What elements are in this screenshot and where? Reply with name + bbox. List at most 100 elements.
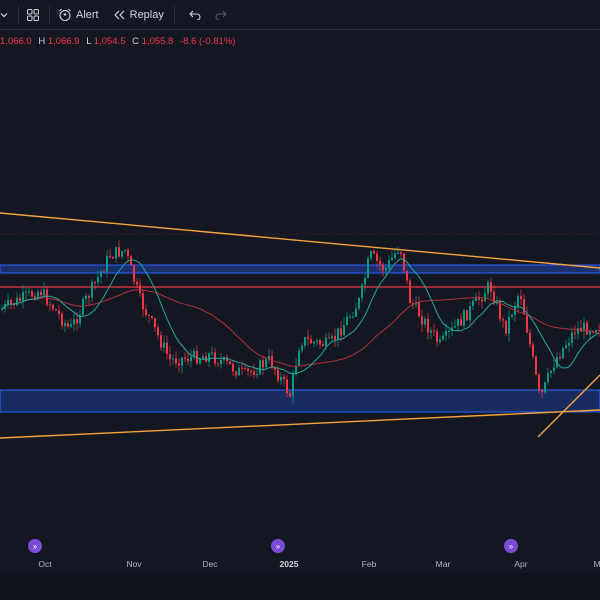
candle-body <box>472 300 474 307</box>
candle-body <box>598 329 600 331</box>
candle-body <box>220 360 222 365</box>
candle-body <box>253 371 255 376</box>
candle-body <box>565 345 567 348</box>
candle-body <box>463 310 465 326</box>
candle-body <box>340 328 342 336</box>
event-marker-icon[interactable]: » <box>28 539 42 553</box>
candle-body <box>241 367 243 369</box>
candle-body <box>202 356 204 359</box>
rising-trendline <box>537 374 600 438</box>
candle-body <box>487 282 489 294</box>
divider <box>18 5 19 24</box>
redo-icon[interactable] <box>215 0 227 30</box>
candle-body <box>64 323 66 326</box>
candle-body <box>250 371 252 373</box>
event-marker-icon[interactable]: » <box>271 539 285 553</box>
time-label: M <box>593 559 600 569</box>
candle-body <box>511 314 513 317</box>
candle-body <box>358 297 360 309</box>
candle-body <box>568 343 570 346</box>
candle-body <box>235 371 237 376</box>
candle-body <box>307 337 309 340</box>
candle-body <box>178 363 180 366</box>
chevron-down-icon[interactable] <box>0 0 10 30</box>
candle-body <box>502 319 504 321</box>
candle-body <box>439 339 441 342</box>
candle-body <box>430 330 432 333</box>
candle-body <box>97 276 99 283</box>
candle-body <box>172 358 174 360</box>
candle-body <box>85 296 87 299</box>
candle-body <box>37 291 39 300</box>
candle-body <box>148 315 150 317</box>
candle-body <box>544 382 546 393</box>
top-toolbar: Alert Replay <box>0 0 600 30</box>
candle-body <box>541 389 543 393</box>
candle-body <box>25 291 27 293</box>
alert-button[interactable]: Alert <box>58 0 99 30</box>
candle-body <box>349 316 351 318</box>
close-value: 1,055.8 <box>141 36 174 47</box>
time-label: 2025 <box>279 559 299 569</box>
event-marker-icon[interactable]: » <box>504 539 518 553</box>
candle-body <box>475 296 477 301</box>
candle-body <box>136 281 138 285</box>
candle-body <box>373 251 375 254</box>
candle-body <box>265 359 267 368</box>
candle-body <box>361 284 363 298</box>
candle-body <box>379 260 381 265</box>
candle-body <box>16 297 18 306</box>
open-value: 1,066.0 <box>0 36 32 47</box>
candle-body <box>166 342 168 354</box>
candle-body <box>88 296 90 298</box>
undo-icon[interactable] <box>189 0 201 30</box>
candle-body <box>70 324 72 327</box>
candle-body <box>193 350 195 357</box>
replay-button[interactable]: Replay <box>113 0 164 30</box>
candle-body <box>385 267 387 271</box>
candle-body <box>187 358 189 362</box>
demand-zone <box>0 389 600 413</box>
candle-body <box>433 330 435 332</box>
candle-body <box>460 318 462 326</box>
candle-body <box>577 327 579 334</box>
candle-body <box>451 327 453 331</box>
candle-body <box>316 340 318 342</box>
candle-body <box>571 332 573 344</box>
candle-body <box>52 304 54 310</box>
price-chart-pane[interactable] <box>0 31 600 555</box>
time-label: Mar <box>435 559 451 569</box>
candle-body <box>412 303 414 305</box>
candle-body <box>196 350 198 364</box>
slow-moving-average-line <box>1 288 600 367</box>
candle-body <box>7 300 9 304</box>
candle-body <box>367 258 369 278</box>
candle-body <box>322 344 324 347</box>
replay-icon <box>113 9 126 21</box>
candle-body <box>43 289 45 296</box>
candle-body <box>403 253 405 271</box>
candle-body <box>238 367 240 376</box>
candle-body <box>232 364 234 372</box>
candle-body <box>139 284 141 294</box>
candle-body <box>499 301 501 320</box>
candle-body <box>319 340 321 345</box>
candle-body <box>40 291 42 296</box>
candle-body <box>295 365 297 374</box>
close-label: C <box>132 36 139 47</box>
ohlc-legend: 1,066.0 H 1,066.9 L 1,054.5 C 1,055.8 -8… <box>0 36 235 47</box>
time-axis[interactable]: Oct Nov Dec 2025 Feb Mar Apr M <box>0 555 600 573</box>
divider <box>173 5 175 24</box>
alert-label: Alert <box>76 8 99 21</box>
candle-body <box>124 249 126 251</box>
upper-trendline <box>0 212 600 269</box>
candle-body <box>523 299 525 315</box>
candle-body <box>364 277 366 285</box>
candle-body <box>478 296 480 300</box>
grid-icon[interactable] <box>27 0 41 30</box>
candle-body <box>100 271 102 277</box>
candle-body <box>562 347 564 359</box>
candle-body <box>109 255 111 258</box>
candle-body <box>457 318 459 327</box>
candle-body <box>346 316 348 325</box>
